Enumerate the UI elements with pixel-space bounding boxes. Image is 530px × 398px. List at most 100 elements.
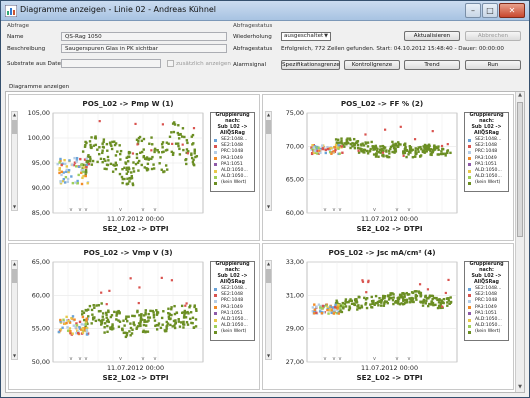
grid-scrollbar[interactable]: ▲ ▼ [515,92,524,392]
data-point [169,323,172,327]
data-point [446,150,449,153]
data-point [58,171,61,175]
scroll-thumb[interactable] [266,269,271,283]
minimize-button[interactable]: – [465,3,481,18]
data-point [85,318,88,322]
close-button[interactable]: ✕ [499,3,525,18]
legend-item: ALD:1050... [211,174,254,180]
legend-swatch [468,157,471,161]
data-point [129,326,133,330]
data-point [449,151,452,155]
data-point [109,162,113,166]
data-point [176,131,180,135]
data-point [402,299,405,303]
legend-label: PA3:1049 [475,304,497,310]
data-point [312,144,315,147]
chart-scrollbar[interactable]: ▲ ▼ [265,111,272,211]
data-point [126,160,130,163]
data-point [83,318,86,322]
legend-swatch [468,151,471,154]
scroll-down-icon[interactable]: ▼ [518,384,522,390]
data-point [60,163,63,167]
data-point [370,140,373,144]
data-point [85,326,89,330]
data-point [168,135,172,138]
data-point [67,169,71,172]
data-point [416,148,420,151]
data-point [111,323,114,326]
data-point [107,309,110,312]
data-point [171,122,175,125]
data-point [155,328,159,331]
data-point [434,303,437,307]
scroll-down-icon[interactable]: ▼ [266,353,271,358]
data-point [185,151,188,154]
data-point [407,153,410,156]
data-point [85,309,88,312]
legend-swatch [468,175,471,179]
maximize-button[interactable]: □ [482,3,498,18]
data-point [414,152,417,156]
scroll-down-icon[interactable]: ▼ [266,204,271,209]
chart-scrollbar[interactable]: ▲ ▼ [11,260,18,360]
data-point [177,144,180,148]
data-point [130,176,134,180]
data-point [392,144,396,147]
legend-swatch [214,151,217,154]
data-point [72,324,76,327]
spezifikationsgrenze-button[interactable]: Spezifikationsgrenze [281,60,340,70]
chart-scrollbar[interactable]: ▲ ▼ [11,111,18,211]
data-point [142,137,146,141]
data-point [160,316,164,320]
data-point [75,160,78,163]
data-point [85,317,88,320]
scroll-down-icon[interactable]: ▼ [12,353,17,358]
data-point [80,323,84,326]
data-point [406,149,409,152]
data-point [105,303,108,306]
aktualisieren-button[interactable]: Aktualisieren [404,31,460,41]
data-point [330,152,333,155]
zusaetzlich-checkbox[interactable] [167,60,174,67]
legend-swatch [214,324,217,328]
wiederholung-select[interactable]: ausgeschaltet ▼ [281,32,331,41]
scroll-up-icon[interactable]: ▲ [12,112,17,117]
title-bar[interactable]: Diagramme anzeigen - Linie 02 - Andreas … [1,1,529,21]
data-point [370,306,374,309]
data-point [417,146,420,149]
data-point [426,288,430,291]
trend-button[interactable]: Trend [404,60,460,70]
data-point [88,140,92,143]
scroll-up-icon[interactable]: ▲ [266,261,271,266]
scroll-thumb[interactable] [517,102,523,237]
data-point [84,143,87,147]
data-point [418,155,422,158]
chart-app-icon [5,5,17,17]
kontrollgrenze-button[interactable]: Kontrollgrenze [344,60,400,70]
scroll-up-icon[interactable]: ▲ [518,92,522,98]
chart-panel-1: POS_L02 -> Pmp W (1) 105,00 100,00 95,00 90,… [8,94,260,241]
beschreibung-value: Saugerspuren Glas in PK sichtbar [65,46,159,52]
data-point [437,304,441,308]
scroll-thumb[interactable] [12,120,17,134]
data-point [146,320,149,323]
run-button[interactable]: Run [465,60,521,70]
scroll-up-icon[interactable]: ▲ [266,112,271,117]
data-point [148,142,151,145]
data-point [165,325,168,328]
scroll-thumb[interactable] [266,120,271,134]
data-point [444,154,447,157]
data-point [127,315,130,318]
scroll-thumb[interactable] [12,269,17,283]
chart-scrollbar[interactable]: ▲ ▼ [265,260,272,360]
legend-title: nach: [479,268,494,273]
data-point [387,155,391,159]
data-point [152,316,156,319]
zusaetzlich-label: zusätzlich anzeigen [176,61,231,67]
data-point [438,298,441,302]
data-point [320,312,324,315]
scroll-up-icon[interactable]: ▲ [12,261,17,266]
scroll-down-icon[interactable]: ▼ [12,204,17,209]
data-point [437,148,440,151]
abbrechen-button[interactable]: Abbrechen [465,31,521,41]
